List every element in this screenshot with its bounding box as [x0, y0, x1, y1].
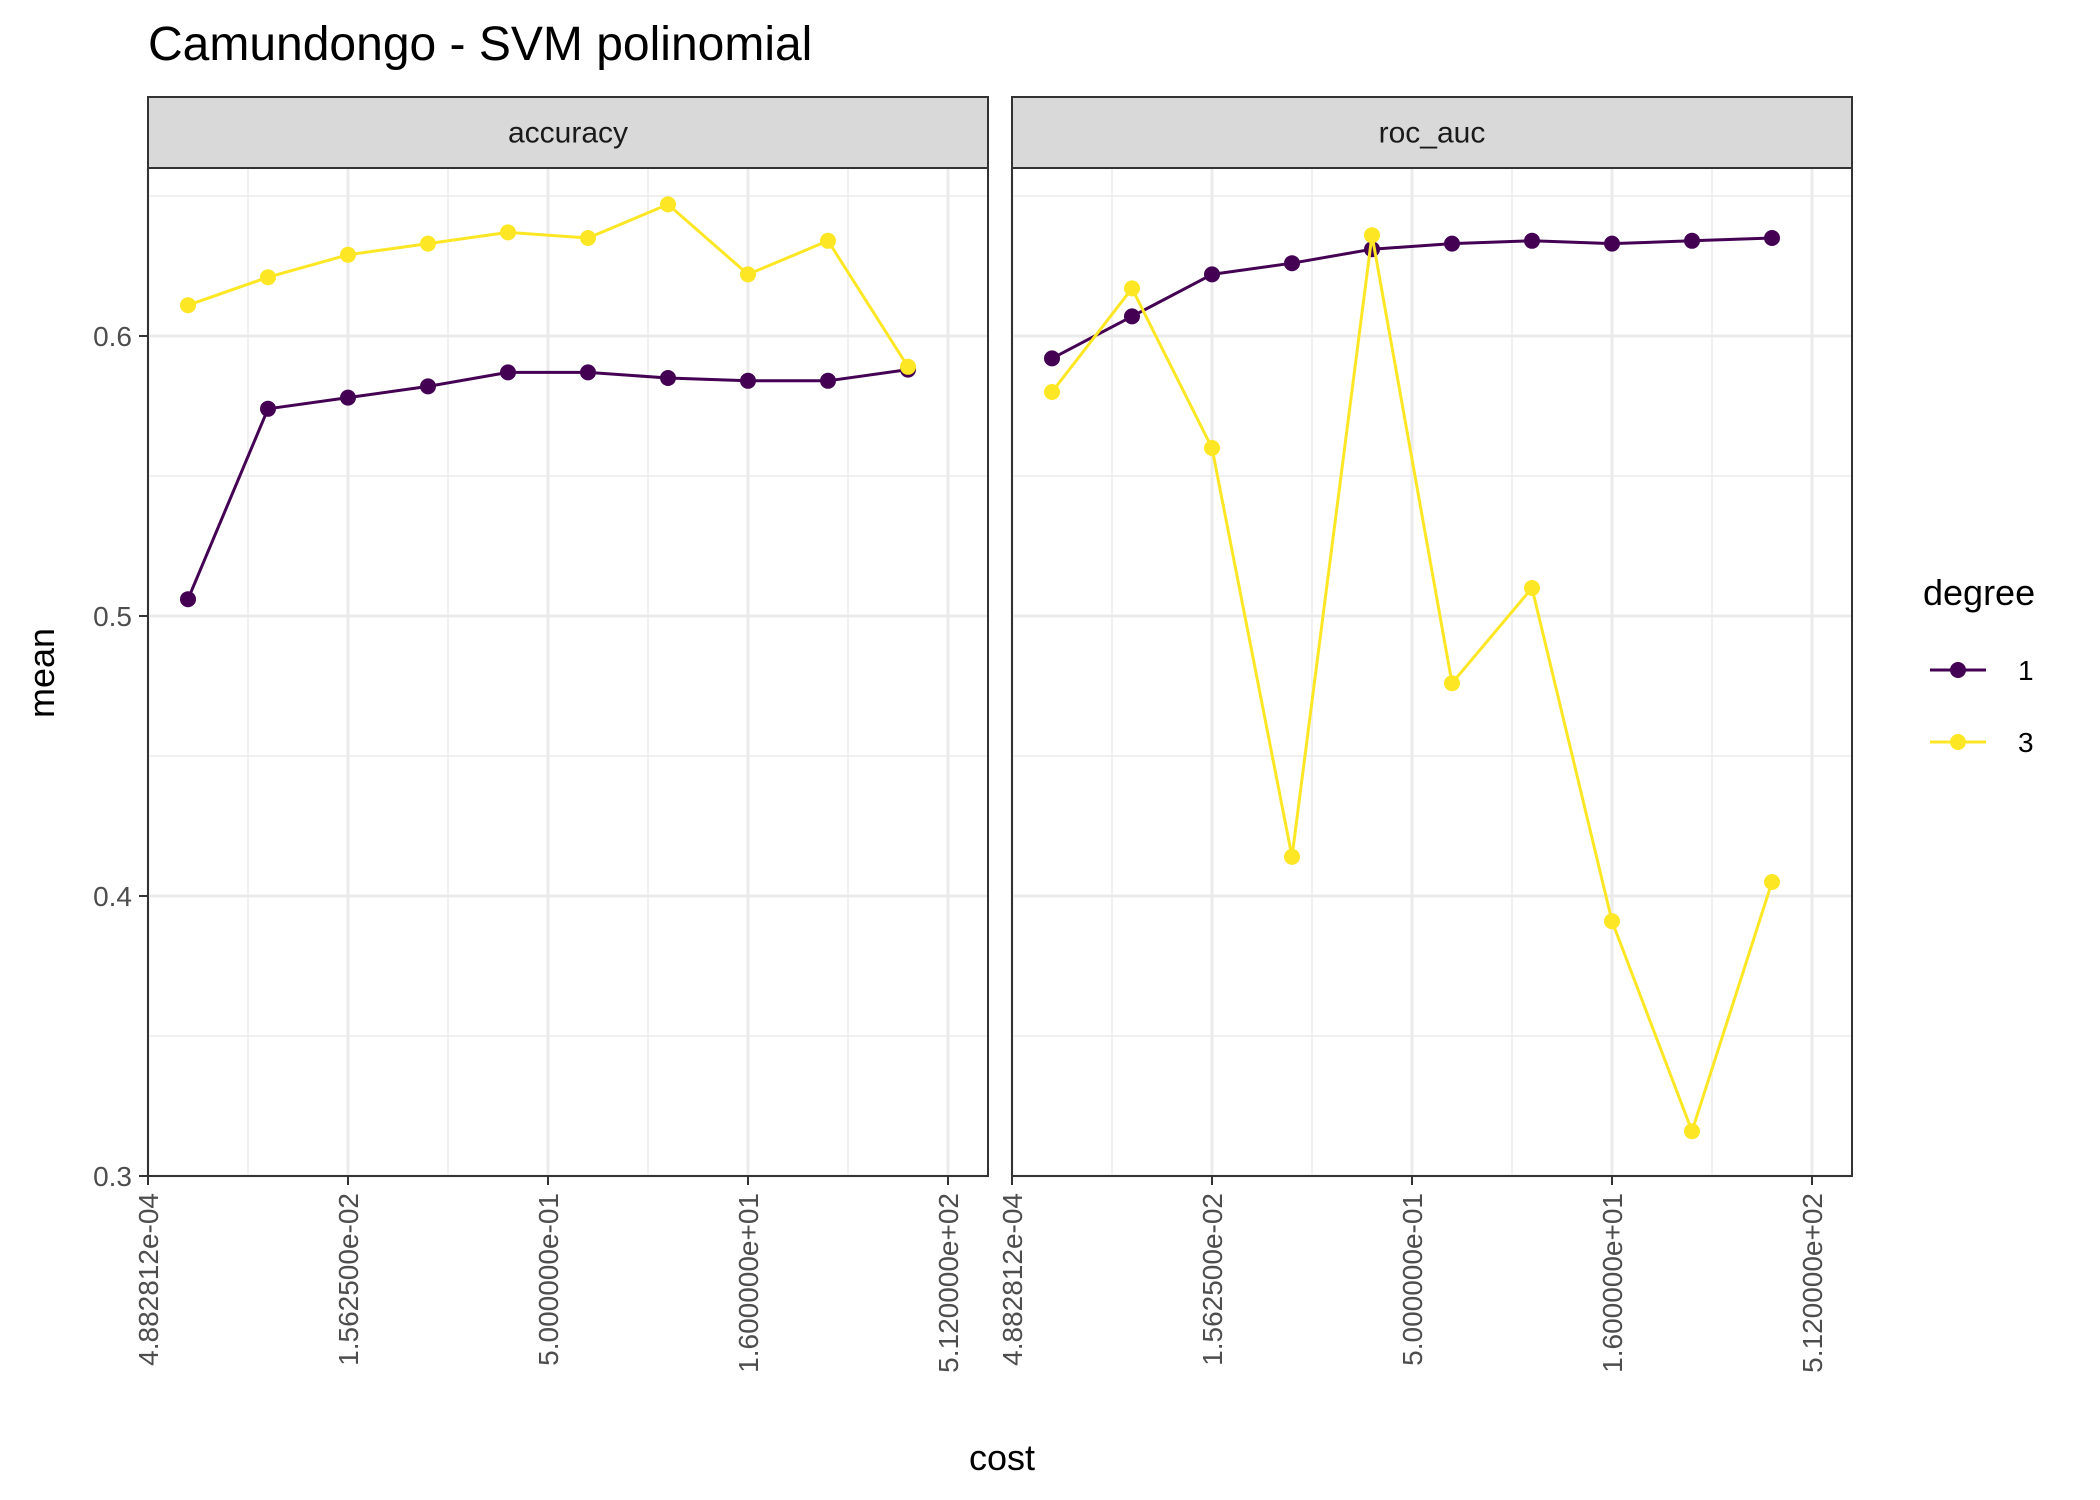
- legend-title: degree: [1923, 572, 2035, 613]
- chart-title: Camundongo - SVM polinomial: [148, 18, 812, 71]
- data-point-degree-3: [900, 358, 916, 375]
- data-point-degree-1: [260, 400, 276, 417]
- data-point-degree-3: [1764, 874, 1780, 890]
- data-point-degree-3: [580, 230, 596, 246]
- x-axis-title: cost: [969, 1437, 1035, 1478]
- data-point-degree-1: [1764, 230, 1780, 246]
- legend-key-point: [1950, 662, 1966, 678]
- panel-background: [148, 168, 988, 1176]
- data-point-degree-3: [1044, 384, 1060, 400]
- y-tick-label: 0.3: [93, 1161, 132, 1192]
- data-point-degree-1: [1124, 308, 1140, 325]
- legend-key-point: [1950, 734, 1966, 750]
- x-tick-label: 5.120000e+02: [933, 1193, 964, 1373]
- data-point-degree-3: [1124, 280, 1140, 297]
- data-point-degree-1: [1044, 350, 1060, 367]
- x-tick-label: 5.120000e+02: [1797, 1193, 1828, 1373]
- x-tick-label: 1.562500e-02: [333, 1193, 364, 1366]
- data-point-degree-3: [1444, 675, 1460, 692]
- data-point-degree-3: [420, 235, 436, 252]
- data-point-degree-3: [1284, 848, 1300, 865]
- data-point-degree-3: [340, 246, 356, 263]
- data-point-degree-3: [180, 297, 196, 314]
- facet-strip: [1011, 96, 1853, 169]
- x-tick-label: 4.882812e-04: [997, 1193, 1028, 1366]
- y-axis-title: mean: [21, 628, 62, 718]
- y-tick-label: 0.4: [93, 881, 132, 912]
- y-tick-label: 0.5: [93, 601, 132, 632]
- data-point-degree-1: [1444, 235, 1460, 252]
- data-point-degree-1: [1604, 235, 1620, 252]
- series-line-degree-3: [187, 202, 910, 368]
- x-tick-label: 5.000000e-01: [533, 1193, 564, 1366]
- data-point-degree-1: [1284, 255, 1300, 272]
- data-point-degree-3: [820, 232, 836, 249]
- facet-strip: [147, 96, 989, 169]
- data-point-degree-3: [260, 269, 276, 286]
- data-point-degree-1: [660, 370, 676, 386]
- series-line-degree-3: [1050, 233, 1774, 1133]
- data-point-degree-3: [1524, 580, 1540, 596]
- facet-panels: accuracy 4.882812e-04 1.562500e-02 5.000000…: [93, 96, 1853, 1373]
- data-point-degree-3: [1204, 440, 1220, 456]
- facet-panel-accuracy: accuracy 4.882812e-04 1.562500e-02 5.000000…: [93, 96, 989, 1373]
- data-point-degree-3: [1604, 913, 1620, 930]
- data-point-degree-3: [1684, 1123, 1700, 1140]
- data-point-degree-1: [580, 364, 596, 381]
- legend-label-degree-1: 1: [2018, 655, 2034, 686]
- legend-label-degree-3: 3: [2018, 727, 2034, 758]
- y-tick-label: 0.6: [93, 321, 132, 352]
- data-point-degree-1: [180, 591, 196, 608]
- data-point-degree-3: [500, 224, 516, 241]
- x-tick-label: 1.600000e+01: [1597, 1193, 1628, 1373]
- data-point-degree-1: [1684, 232, 1700, 249]
- data-point-degree-1: [500, 364, 516, 381]
- data-point-degree-3: [740, 266, 756, 283]
- data-point-degree-1: [820, 372, 836, 389]
- series-line-degree-1: [1051, 236, 1773, 360]
- x-tick-label: 4.882812e-04: [133, 1193, 164, 1366]
- facet-strip-label: accuracy: [508, 117, 628, 150]
- data-point-degree-1: [740, 372, 756, 389]
- series-line-degree-1: [186, 368, 909, 600]
- data-point-degree-1: [340, 389, 356, 406]
- data-point-degree-1: [1524, 232, 1540, 249]
- x-tick-label: 1.600000e+01: [733, 1193, 764, 1373]
- x-tick-label: 1.562500e-02: [1197, 1193, 1228, 1366]
- x-tick-label: 5.000000e-01: [1397, 1193, 1428, 1366]
- data-point-degree-1: [1204, 266, 1220, 283]
- facet-strip-label: roc_auc: [1379, 117, 1486, 150]
- data-point-degree-1: [420, 378, 436, 395]
- data-point-degree-3: [660, 196, 676, 213]
- data-point-degree-3: [1364, 227, 1380, 244]
- facet-panel-roc_auc: roc_auc 4.882812e-04 1.562500e-02 5.000000e…: [997, 96, 1853, 1373]
- legend: degree 1 3: [1923, 572, 2035, 758]
